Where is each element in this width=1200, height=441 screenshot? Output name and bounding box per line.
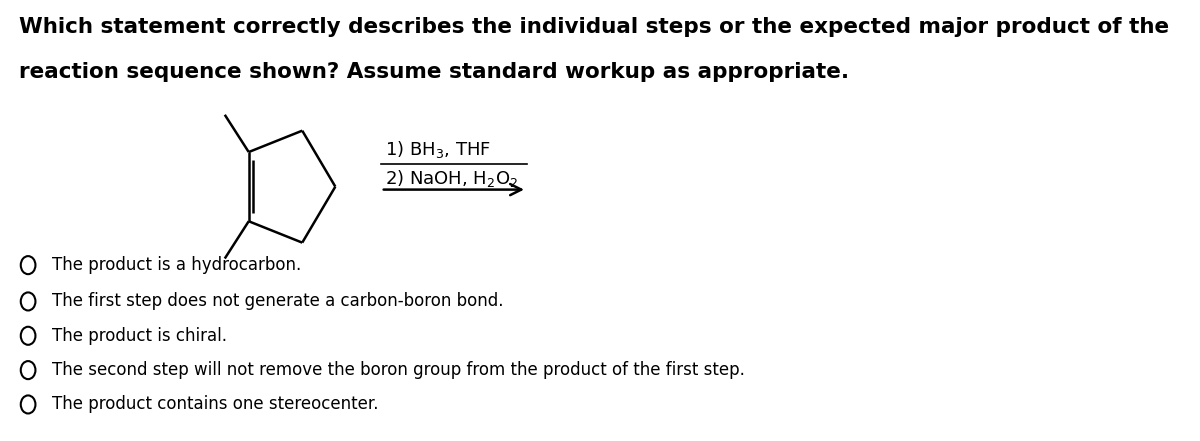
Text: The first step does not generate a carbon-boron bond.: The first step does not generate a carbo…: [52, 292, 504, 310]
Text: The product contains one stereocenter.: The product contains one stereocenter.: [52, 396, 378, 414]
Text: The product is a hydrocarbon.: The product is a hydrocarbon.: [52, 256, 301, 274]
Text: 2) NaOH, H$_2$O$_2$: 2) NaOH, H$_2$O$_2$: [385, 168, 518, 189]
Text: The second step will not remove the boron group from the product of the first st: The second step will not remove the boro…: [52, 361, 745, 379]
Text: Which statement correctly describes the individual steps or the expected major p: Which statement correctly describes the …: [18, 17, 1169, 37]
Text: The product is chiral.: The product is chiral.: [52, 327, 227, 345]
Text: reaction sequence shown? Assume standard workup as appropriate.: reaction sequence shown? Assume standard…: [18, 62, 848, 82]
Text: 1) BH$_3$, THF: 1) BH$_3$, THF: [385, 139, 491, 160]
